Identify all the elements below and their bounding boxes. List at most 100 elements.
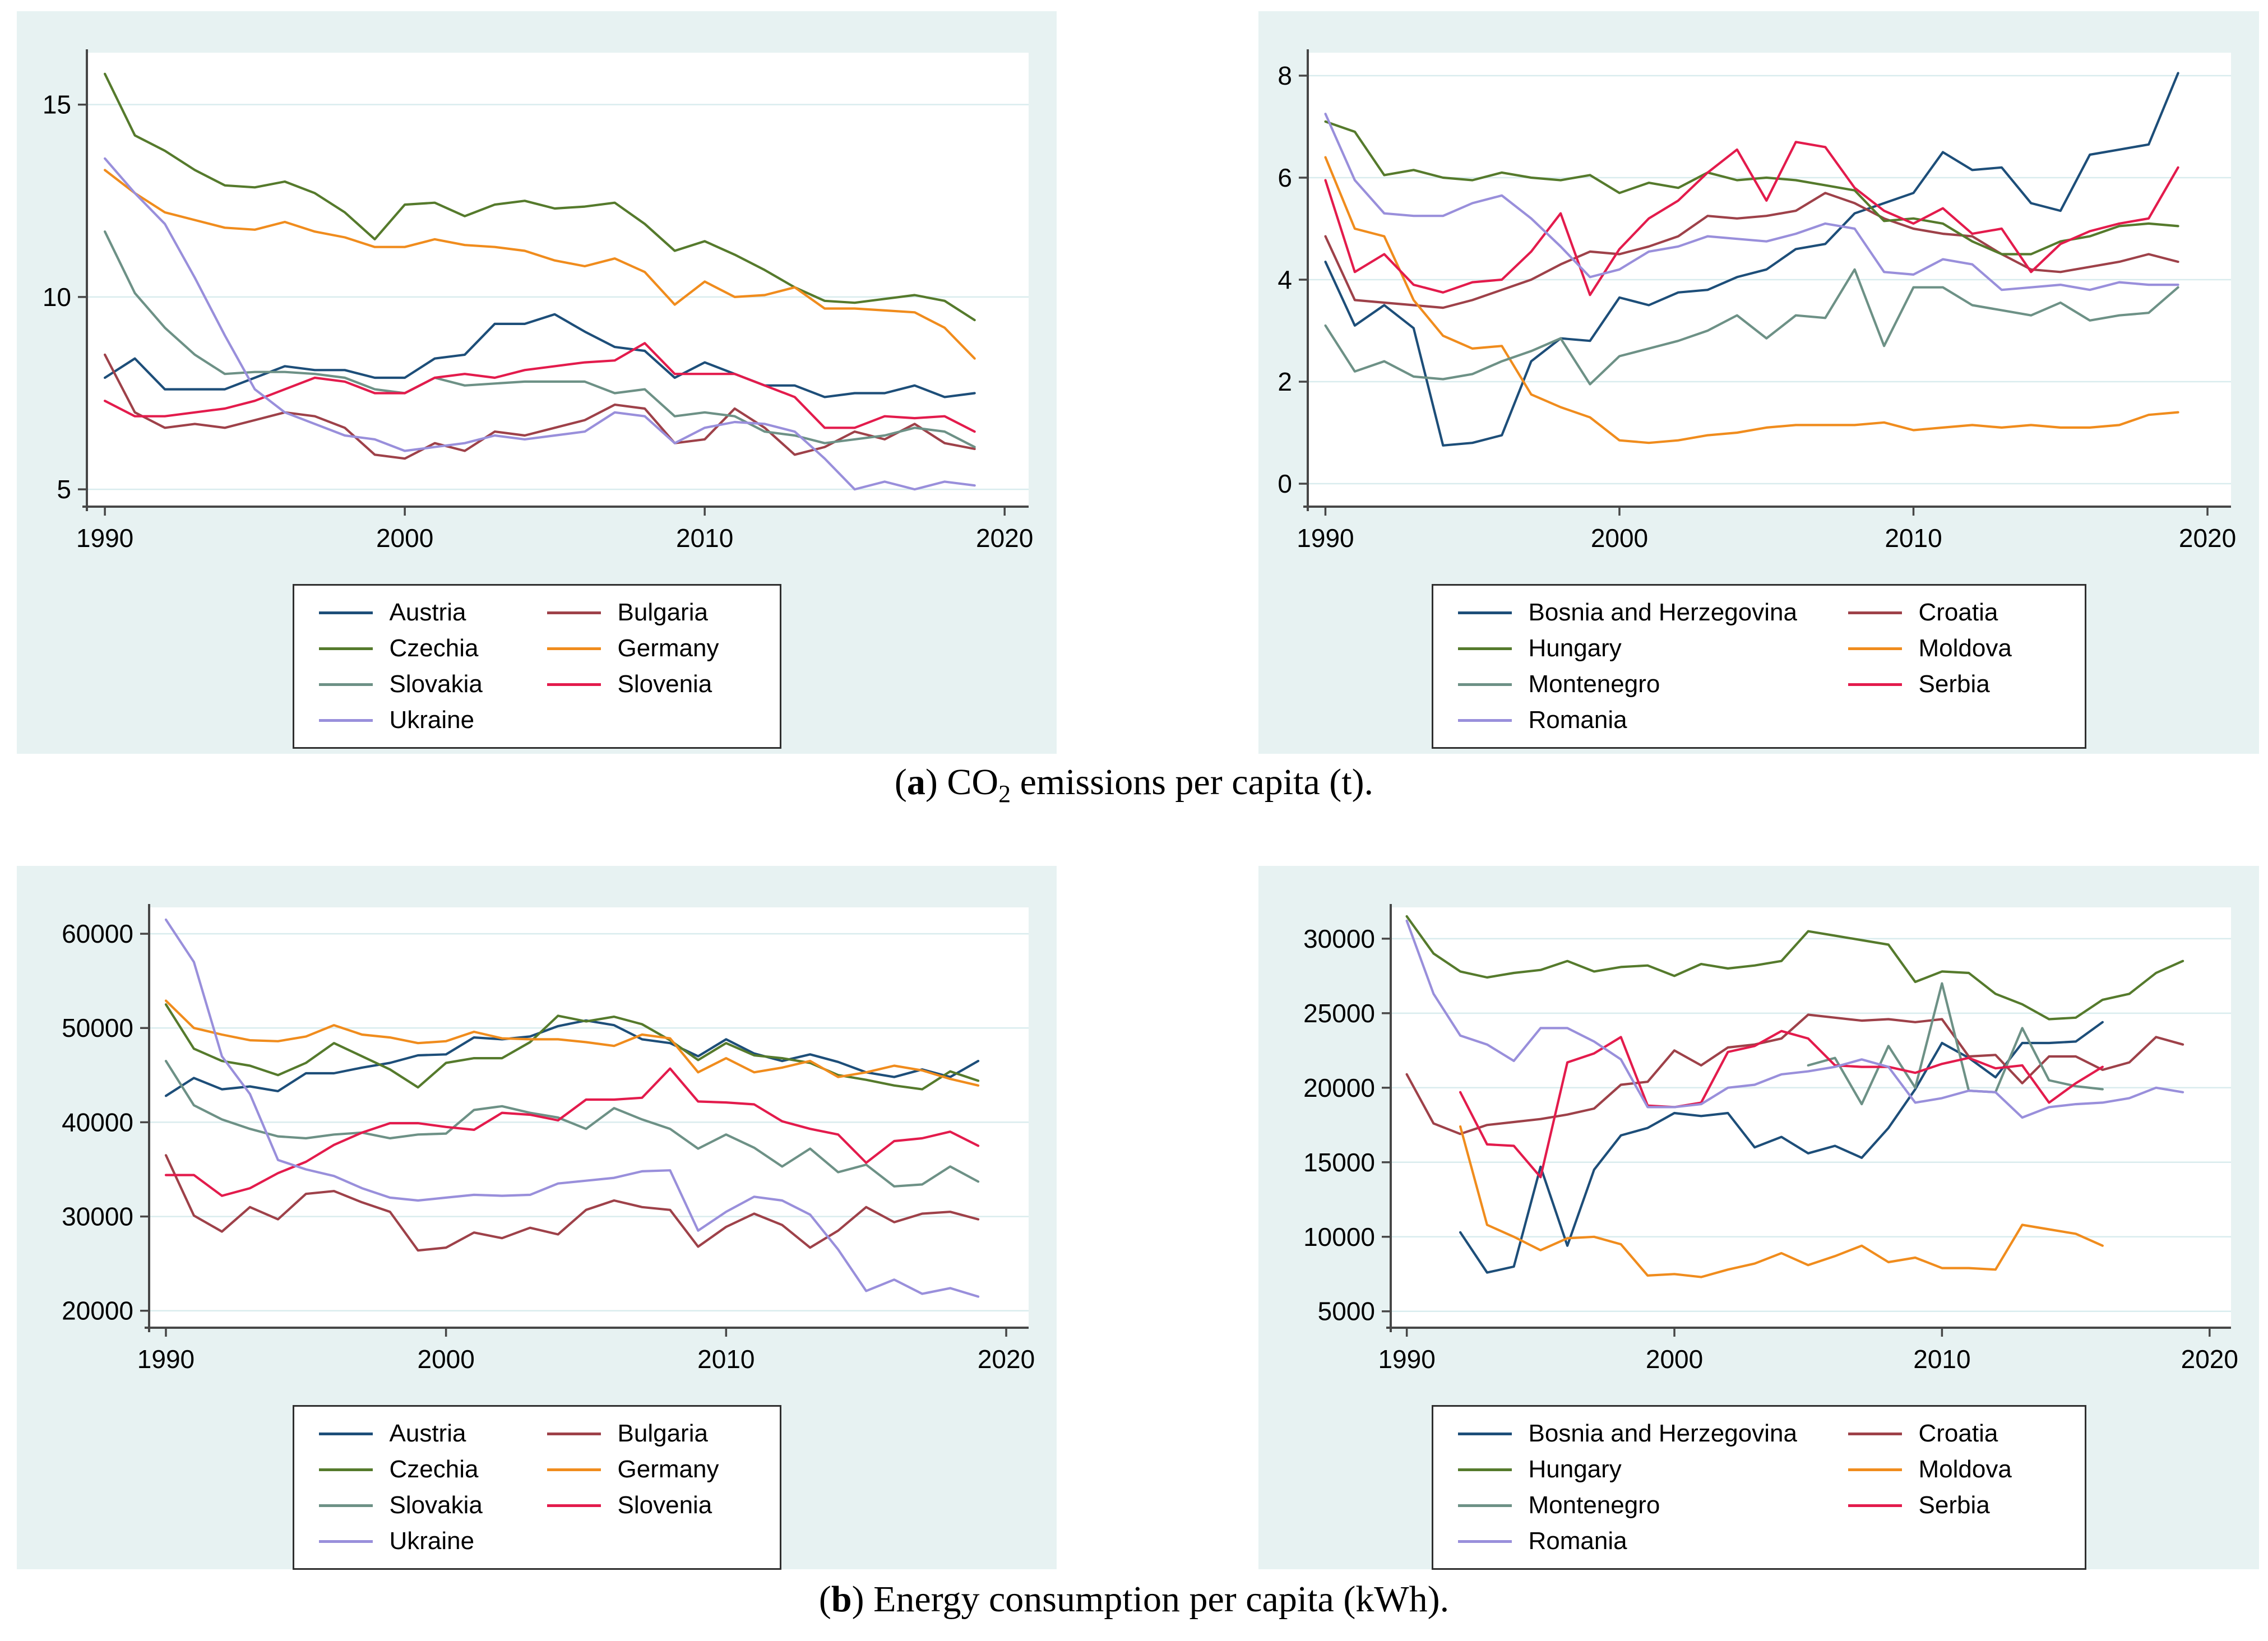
- plot-area: [87, 53, 1029, 507]
- legend-co2-group2: Bosnia and Herzegovina Croatia Hungary Mold…: [1431, 584, 2086, 749]
- legend-item: Slovakia: [318, 1493, 527, 1518]
- legend-item: Hungary: [1457, 634, 1828, 662]
- y-tick-label: 8: [1278, 61, 1292, 90]
- series-line-bosnia-and-herzegovina: [1324, 72, 2179, 447]
- series-line-bulgaria: [164, 1154, 980, 1252]
- x-tick-label: 2010: [697, 1345, 755, 1374]
- caption-b-close: ): [851, 1579, 874, 1620]
- legend-item: Moldova: [1848, 1457, 2072, 1482]
- legend-label: Romania: [1528, 706, 1627, 734]
- y-tick-label: 15000: [1303, 1148, 1375, 1177]
- series-line-serbia: [1459, 1030, 2104, 1179]
- series-line-moldova: [1459, 1125, 2104, 1278]
- series-line-ukraine: [164, 918, 980, 1298]
- co2-line-chart-group1: 5 10 15 1990 2000 2010 2020: [43, 49, 1033, 553]
- legend-energy-group1: Austria Bulgaria Czechia Germany Slovakia Slo…: [292, 1405, 781, 1570]
- caption-a-text1: CO: [947, 762, 999, 803]
- legend-item: Austria: [318, 1420, 527, 1447]
- legend-line-swatch: [318, 683, 373, 686]
- series-line-romania: [1405, 919, 2184, 1119]
- legend-line-swatch: [547, 647, 601, 650]
- legend-line-swatch: [547, 683, 601, 686]
- legend-line-swatch: [318, 1540, 373, 1543]
- legend-item: Croatia: [1848, 1421, 2072, 1446]
- series-line-slovenia: [164, 1067, 980, 1197]
- series-line-hungary: [1405, 915, 2184, 1021]
- series-line-bulgaria: [104, 353, 976, 460]
- series-line-croatia: [1405, 1013, 2184, 1135]
- legend-label: Bosnia and Herzegovina: [1528, 599, 1797, 626]
- y-tick-label: 5: [57, 475, 71, 504]
- legend-line-swatch: [318, 1468, 373, 1471]
- legend-label: Moldova: [1918, 634, 2012, 662]
- legend-item: Germany: [547, 636, 755, 661]
- series-line-serbia: [1324, 141, 2179, 296]
- y-tick-label: 60000: [62, 919, 133, 948]
- panel-energy-group2: 5000 10000 15000 20000 25000 30000 1990 2000 201…: [1258, 866, 2259, 1570]
- legend-label: Moldova: [1918, 1455, 2012, 1483]
- x-tick-label: 2010: [1885, 523, 1942, 553]
- series-line-slovakia: [164, 1060, 980, 1188]
- legend-label: Serbia: [1918, 1491, 1990, 1519]
- y-tick-label: 40000: [62, 1107, 133, 1137]
- legend-label: Germany: [617, 634, 719, 662]
- legend-label: Slovenia: [617, 1491, 712, 1519]
- series-line-slovenia: [104, 342, 976, 433]
- y-tick-label: 10: [43, 282, 71, 312]
- y-tick-label: 0: [1278, 469, 1292, 498]
- series-line-hungary: [1324, 120, 2179, 256]
- series-line-ukraine: [104, 157, 976, 491]
- legend-line-swatch: [1848, 683, 1902, 686]
- legend-label: Ukraine: [389, 706, 475, 734]
- series-line-austria: [164, 1019, 980, 1097]
- y-tick-label: 25000: [1303, 999, 1375, 1028]
- y-tick-label: 15: [43, 90, 71, 119]
- legend-label: Serbia: [1918, 670, 1990, 698]
- legend-label: Austria: [389, 1420, 466, 1447]
- legend-label: Montenegro: [1528, 1491, 1660, 1519]
- legend-item: Ukraine: [318, 706, 527, 734]
- panel-co2-group1: 5 10 15 1990 2000 2010 2020 Austria Bulgaria Cze…: [17, 11, 1057, 754]
- legend-item: Montenegro: [1457, 1491, 1828, 1519]
- x-tick-label: 2020: [2181, 1345, 2238, 1374]
- energy-line-chart-group2: 5000 10000 15000 20000 25000 30000 1990 2000 201…: [1303, 904, 2238, 1374]
- series-line-czechia: [104, 72, 976, 322]
- legend-co2-group1: Austria Bulgaria Czechia Germany Slovakia Slo…: [292, 584, 781, 749]
- legend-line-swatch: [1848, 1468, 1902, 1471]
- legend-label: Hungary: [1528, 634, 1622, 662]
- x-tick-label: 2000: [417, 1345, 474, 1374]
- legend-item: Germany: [547, 1457, 755, 1482]
- series-line-germany: [164, 999, 980, 1087]
- legend-label: Czechia: [389, 1455, 479, 1483]
- legend-label: Hungary: [1528, 1455, 1622, 1483]
- x-tick-label: 2000: [1591, 523, 1648, 553]
- legend-line-swatch: [318, 718, 373, 722]
- x-tick-label: 1990: [1297, 523, 1354, 553]
- panel-co2-group2: 0 2 4 6 8 1990 2000 2010 2020 Bosnia and Herzego…: [1258, 11, 2259, 754]
- legend-line-swatch: [1457, 683, 1512, 686]
- legend-label: Bosnia and Herzegovina: [1528, 1420, 1797, 1447]
- legend-item: Moldova: [1848, 636, 2072, 661]
- legend-label: Slovenia: [617, 670, 712, 698]
- energy-line-chart-group1: 20000 30000 40000 50000 60000 1990 2000 2010 202…: [62, 904, 1035, 1374]
- x-tick-label: 2000: [376, 523, 433, 553]
- caption-b: (b) Energy consumption per capita (kWh).: [0, 1578, 2268, 1625]
- x-tick-label: 2020: [976, 523, 1033, 553]
- y-tick-label: 20000: [62, 1296, 133, 1325]
- y-tick-label: 20000: [1303, 1073, 1375, 1102]
- legend-line-swatch: [1457, 718, 1512, 722]
- legend-item: Romania: [1457, 1529, 1828, 1554]
- legend-line-swatch: [1457, 611, 1512, 614]
- legend-item: Serbia: [1848, 1493, 2072, 1518]
- legend-line-swatch: [1848, 611, 1902, 614]
- legend-line-swatch: [547, 1468, 601, 1471]
- legend-item: Montenegro: [1457, 672, 1828, 697]
- legend-energy-group2: Bosnia and Herzegovina Croatia Hungary Mold…: [1431, 1405, 2086, 1570]
- legend-item: Slovenia: [547, 672, 755, 697]
- x-tick-label: 2010: [676, 523, 733, 553]
- y-tick-label: 30000: [1303, 924, 1375, 953]
- legend-line-swatch: [547, 611, 601, 614]
- legend-item: Austria: [318, 600, 527, 625]
- series-line-moldova: [1324, 156, 2179, 444]
- series-line-montenegro: [1807, 982, 2104, 1106]
